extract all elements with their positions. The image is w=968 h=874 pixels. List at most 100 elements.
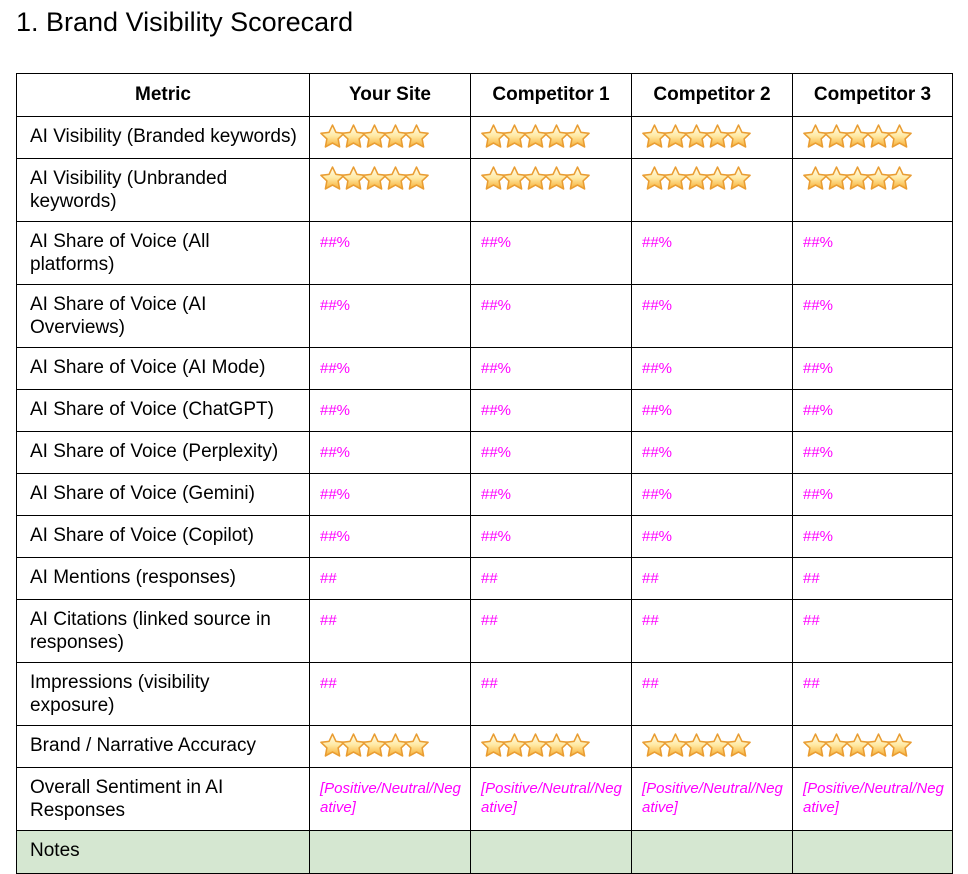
notes-cell-competitor-3[interactable] [792, 830, 953, 874]
table-row-ai-share-of-voice-perplexity: AI Share of Voice (Perplexity) ##% ##% ##% #… [16, 431, 953, 474]
value-cell-competitor-3[interactable]: ##% [792, 515, 953, 558]
scorecard-body: AI Visibility (Branded keywords) AI Visib… [16, 116, 953, 874]
value-cell-competitor-3[interactable]: ##% [792, 473, 953, 516]
star-rating-cell-competitor-1[interactable] [470, 116, 632, 159]
star-rating [320, 166, 429, 190]
value-cell-your-site[interactable]: ##% [309, 284, 471, 348]
value-cell-competitor-1[interactable]: ##% [470, 515, 632, 558]
star-icon [404, 124, 429, 148]
star-rating-cell-competitor-3[interactable] [792, 725, 953, 768]
star-rating [481, 733, 590, 757]
star-rating-cell-competitor-2[interactable] [631, 725, 793, 768]
value-cell-competitor-1[interactable]: ##% [470, 347, 632, 390]
column-header-metric: Metric [16, 73, 310, 117]
value-cell-competitor-3[interactable]: ## [792, 662, 953, 726]
value-cell-competitor-2[interactable]: ##% [631, 347, 793, 390]
value-cell-competitor-2[interactable]: ##% [631, 221, 793, 285]
star-icon [726, 166, 751, 190]
star-rating [320, 124, 429, 148]
value-cell-your-site[interactable]: ## [309, 557, 471, 600]
value-cell-your-site[interactable]: ## [309, 599, 471, 663]
star-icon [404, 166, 429, 190]
value-cell-competitor-1[interactable]: ##% [470, 473, 632, 516]
value-cell-competitor-3[interactable]: ##% [792, 284, 953, 348]
value-cell-competitor-1[interactable]: ##% [470, 284, 632, 348]
star-icon [404, 733, 429, 757]
value-cell-your-site[interactable]: ##% [309, 515, 471, 558]
star-icon [726, 733, 751, 757]
value-cell-competitor-3[interactable]: ##% [792, 431, 953, 474]
table-row-ai-share-of-voice-gemini: AI Share of Voice (Gemini) ##% ##% ##% ##% [16, 473, 953, 516]
value-cell-your-site[interactable]: ##% [309, 431, 471, 474]
metric-label-notes: Notes [16, 830, 310, 874]
value-cell-competitor-1[interactable]: ## [470, 557, 632, 600]
star-rating [481, 124, 590, 148]
value-cell-competitor-2[interactable]: ## [631, 557, 793, 600]
value-cell-your-site[interactable]: ##% [309, 347, 471, 390]
star-icon [565, 166, 590, 190]
star-rating-cell-your-site[interactable] [309, 116, 471, 159]
value-cell-your-site[interactable]: ##% [309, 221, 471, 285]
value-cell-competitor-3[interactable]: ## [792, 599, 953, 663]
metric-label-ai-share-of-voice-gemini: AI Share of Voice (Gemini) [16, 473, 310, 516]
value-cell-competitor-2[interactable]: ##% [631, 473, 793, 516]
metric-label-ai-share-of-voice-copilot: AI Share of Voice (Copilot) [16, 515, 310, 558]
table-row-ai-share-of-voice-copilot: AI Share of Voice (Copilot) ##% ##% ##% ##% [16, 515, 953, 558]
star-icon [565, 733, 590, 757]
value-cell-your-site[interactable]: ## [309, 662, 471, 726]
value-cell-your-site[interactable]: ##% [309, 473, 471, 516]
value-cell-competitor-2[interactable]: ##% [631, 284, 793, 348]
star-rating-cell-competitor-2[interactable] [631, 158, 793, 222]
star-rating-cell-your-site[interactable] [309, 725, 471, 768]
value-cell-competitor-3[interactable]: [Positive/Neutral/Negative] [792, 767, 953, 831]
star-rating-cell-competitor-1[interactable] [470, 158, 632, 222]
star-rating-cell-competitor-1[interactable] [470, 725, 632, 768]
value-cell-competitor-1[interactable]: ## [470, 599, 632, 663]
value-cell-competitor-1[interactable]: ##% [470, 431, 632, 474]
notes-cell-competitor-2[interactable] [631, 830, 793, 874]
value-cell-your-site[interactable]: [Positive/Neutral/Negative] [309, 767, 471, 831]
metric-label-ai-mentions-responses: AI Mentions (responses) [16, 557, 310, 600]
value-cell-competitor-2[interactable]: ##% [631, 515, 793, 558]
table-row-ai-share-of-voice-ai-overviews: AI Share of Voice (AI Overviews) ##% ##% ##… [16, 284, 953, 348]
star-rating-cell-competitor-2[interactable] [631, 116, 793, 159]
value-cell-competitor-2[interactable]: ## [631, 599, 793, 663]
metric-label-ai-share-of-voice-chatgpt: AI Share of Voice (ChatGPT) [16, 389, 310, 432]
value-cell-competitor-1[interactable]: ##% [470, 389, 632, 432]
value-cell-competitor-2[interactable]: ## [631, 662, 793, 726]
value-cell-your-site[interactable]: ##% [309, 389, 471, 432]
value-cell-competitor-1[interactable]: ##% [470, 221, 632, 285]
table-row-ai-visibility-unbranded-keywords: AI Visibility (Unbranded keywords) [16, 158, 953, 222]
value-cell-competitor-3[interactable]: ##% [792, 389, 953, 432]
value-cell-competitor-2[interactable]: ##% [631, 389, 793, 432]
table-row-ai-share-of-voice-ai-mode: AI Share of Voice (AI Mode) ##% ##% ##% ##% [16, 347, 953, 390]
notes-cell-your-site[interactable] [309, 830, 471, 874]
column-header-your-site: Your Site [309, 73, 471, 117]
metric-label-ai-visibility-branded-keywords: AI Visibility (Branded keywords) [16, 116, 310, 159]
table-row-notes: Notes [16, 830, 953, 874]
table-row-ai-citations-linked-source-in-responses: AI Citations (linked source in responses… [16, 599, 953, 663]
star-rating-cell-competitor-3[interactable] [792, 158, 953, 222]
metric-label-brand-narrative-accuracy: Brand / Narrative Accuracy [16, 725, 310, 768]
metric-label-impressions-visibility-exposure: Impressions (visibility exposure) [16, 662, 310, 726]
value-cell-competitor-3[interactable]: ## [792, 557, 953, 600]
metric-label-ai-share-of-voice-ai-overviews: AI Share of Voice (AI Overviews) [16, 284, 310, 348]
value-cell-competitor-3[interactable]: ##% [792, 221, 953, 285]
value-cell-competitor-1[interactable]: [Positive/Neutral/Negative] [470, 767, 632, 831]
value-cell-competitor-3[interactable]: ##% [792, 347, 953, 390]
value-cell-competitor-1[interactable]: ## [470, 662, 632, 726]
notes-cell-competitor-1[interactable] [470, 830, 632, 874]
star-rating [642, 733, 751, 757]
column-header-competitor-3: Competitor 3 [792, 73, 953, 117]
star-icon [887, 166, 912, 190]
star-rating-cell-your-site[interactable] [309, 158, 471, 222]
metric-label-ai-visibility-unbranded-keywords: AI Visibility (Unbranded keywords) [16, 158, 310, 222]
metric-label-ai-share-of-voice-ai-mode: AI Share of Voice (AI Mode) [16, 347, 310, 390]
star-icon [726, 124, 751, 148]
value-cell-competitor-2[interactable]: ##% [631, 431, 793, 474]
value-cell-competitor-2[interactable]: [Positive/Neutral/Negative] [631, 767, 793, 831]
star-rating-cell-competitor-3[interactable] [792, 116, 953, 159]
table-row-ai-mentions-responses: AI Mentions (responses) ## ## ## ## [16, 557, 953, 600]
